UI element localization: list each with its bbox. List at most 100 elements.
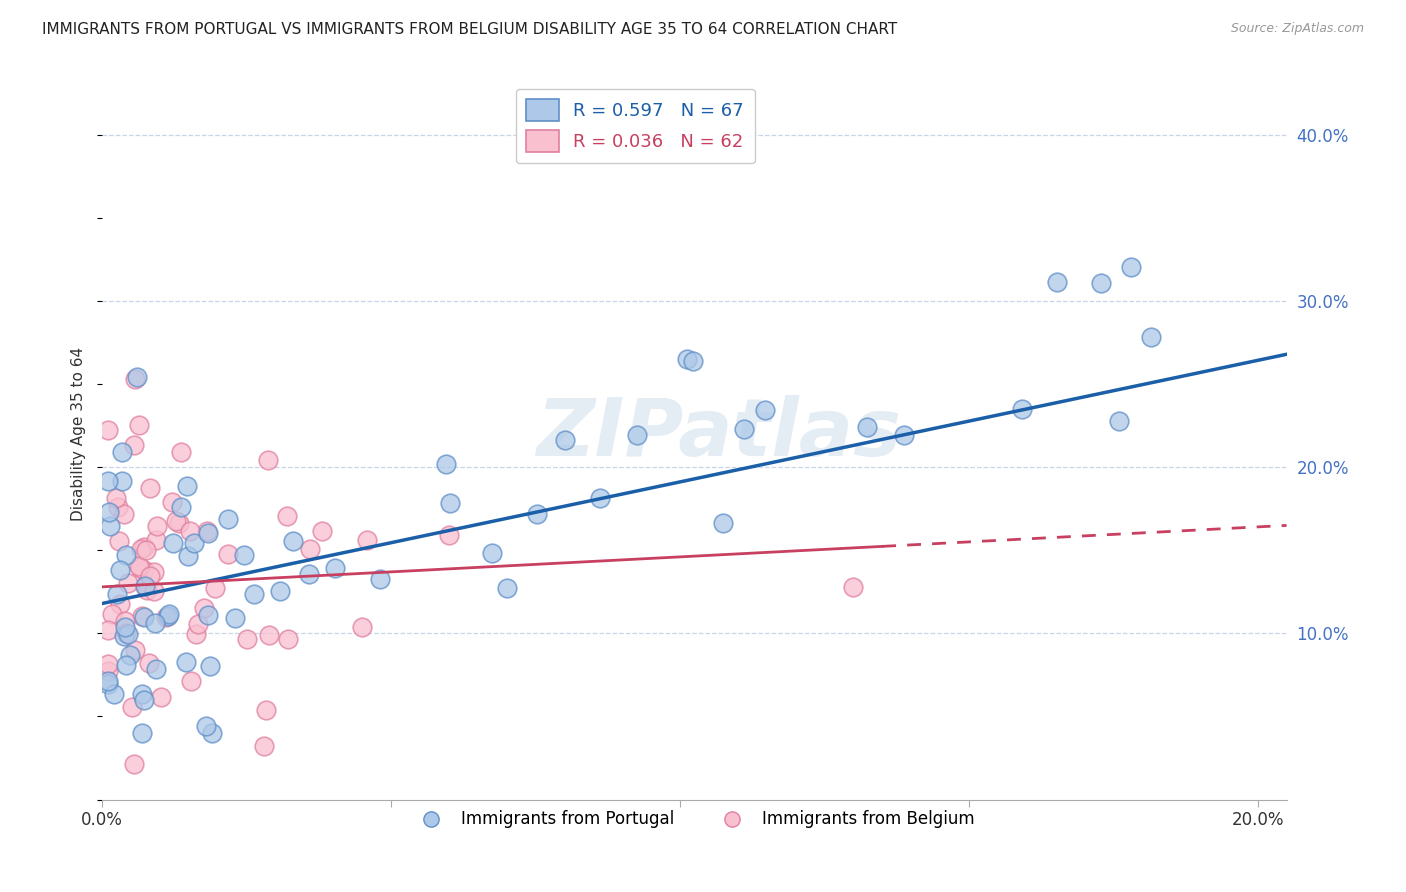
Text: ZIPatlas: ZIPatlas: [536, 395, 901, 473]
Point: [711, 516, 734, 530]
Point: [368, 572, 391, 586]
Point: [145, 662, 167, 676]
Y-axis label: Disability Age 35 to 64: Disability Age 35 to 64: [72, 347, 86, 521]
Point: [97, 474, 120, 488]
Point: [352, 620, 374, 634]
Point: [129, 542, 152, 557]
Point: [103, 687, 125, 701]
Point: [311, 524, 333, 538]
Point: [132, 540, 155, 554]
Point: [131, 726, 153, 740]
Point: [125, 369, 148, 384]
Point: [197, 608, 219, 623]
Point: [97, 623, 120, 637]
Point: [217, 512, 239, 526]
Point: [224, 611, 246, 625]
Point: [526, 507, 548, 521]
Point: [105, 587, 128, 601]
Point: [128, 418, 150, 433]
Point: [101, 607, 124, 621]
Point: [150, 690, 173, 704]
Point: [142, 566, 165, 580]
Point: [136, 582, 159, 597]
Point: [269, 584, 291, 599]
Point: [134, 578, 156, 592]
Point: [733, 422, 755, 436]
Point: [184, 627, 207, 641]
Point: [117, 627, 139, 641]
Point: [118, 648, 141, 662]
Point: [1046, 275, 1069, 289]
Point: [114, 548, 136, 562]
Point: [111, 474, 134, 488]
Point: [132, 563, 155, 577]
Point: [356, 533, 378, 547]
Point: [146, 518, 169, 533]
Point: [170, 445, 193, 459]
Point: [194, 719, 217, 733]
Point: [589, 491, 612, 506]
Point: [200, 659, 222, 673]
Point: [217, 548, 239, 562]
Point: [257, 452, 280, 467]
Point: [97, 674, 120, 689]
Point: [97, 664, 120, 678]
Point: [97, 423, 120, 437]
Point: [162, 536, 184, 550]
Point: [180, 673, 202, 688]
Point: [176, 478, 198, 492]
Point: [155, 609, 177, 624]
Point: [299, 541, 322, 556]
Point: [277, 632, 299, 646]
Point: [842, 580, 865, 594]
Point: [754, 403, 776, 417]
Point: [682, 354, 704, 368]
Point: [98, 505, 121, 519]
Point: [179, 524, 201, 538]
Point: [143, 616, 166, 631]
Point: [193, 601, 215, 615]
Point: [1011, 402, 1033, 417]
Point: [139, 569, 162, 583]
Point: [257, 627, 280, 641]
Point: [124, 756, 146, 771]
Point: [157, 607, 180, 622]
Point: [1108, 414, 1130, 428]
Point: [434, 458, 457, 472]
Point: [437, 527, 460, 541]
Point: [676, 352, 699, 367]
Point: [243, 587, 266, 601]
Point: [195, 524, 218, 539]
Point: [183, 536, 205, 550]
Point: [167, 516, 190, 530]
Point: [276, 509, 298, 524]
Point: [496, 581, 519, 595]
Point: [114, 626, 136, 640]
Point: [439, 496, 461, 510]
Point: [105, 491, 128, 505]
Point: [97, 657, 120, 671]
Text: Source: ZipAtlas.com: Source: ZipAtlas.com: [1230, 22, 1364, 36]
Point: [142, 584, 165, 599]
Point: [131, 687, 153, 701]
Point: [174, 655, 197, 669]
Point: [139, 481, 162, 495]
Point: [481, 546, 503, 560]
Point: [135, 543, 157, 558]
Point: [893, 428, 915, 442]
Point: [97, 677, 120, 691]
Point: [281, 534, 304, 549]
Point: [122, 438, 145, 452]
Point: [111, 445, 134, 459]
Point: [626, 428, 648, 442]
Point: [98, 519, 121, 533]
Point: [204, 581, 226, 595]
Point: [554, 433, 576, 447]
Point: [131, 609, 153, 624]
Point: [128, 558, 150, 573]
Point: [134, 579, 156, 593]
Point: [253, 739, 276, 753]
Point: [117, 576, 139, 591]
Point: [134, 693, 156, 707]
Point: [856, 420, 879, 434]
